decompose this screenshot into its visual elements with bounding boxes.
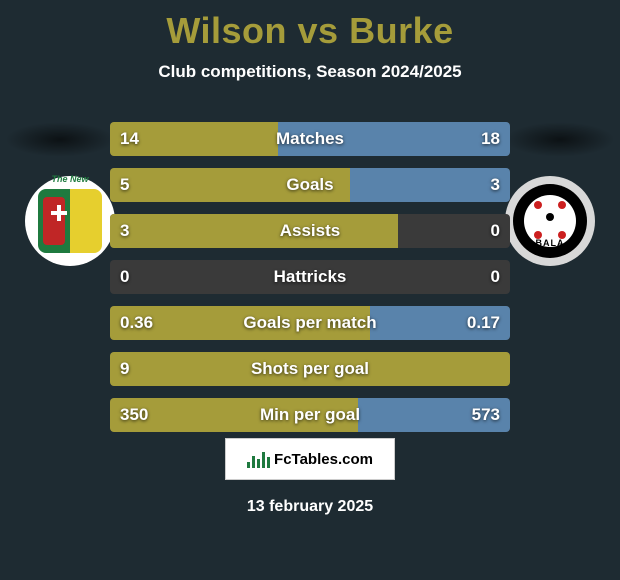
stat-fill-right: [350, 168, 510, 202]
stat-value-left: 14: [120, 122, 139, 156]
page-title: Wilson vs Burke: [0, 0, 620, 52]
badge-left-arc-text: The New: [25, 174, 115, 184]
stat-value-left: 350: [120, 398, 148, 432]
stats-container: 1418Matches53Goals30Assists00Hattricks0.…: [110, 122, 510, 444]
stat-value-left: 3: [120, 214, 129, 248]
stat-row: 9Shots per goal: [110, 352, 510, 386]
stat-value-left: 0: [120, 260, 129, 294]
stat-fill-right: [278, 122, 510, 156]
club-badge-left: The New: [25, 176, 115, 266]
stat-value-left: 0.36: [120, 306, 153, 340]
stat-row: 0 0Hattricks: [110, 260, 510, 294]
stat-value-right: 573: [472, 398, 500, 432]
player-shadow-right: [505, 122, 615, 157]
footer-logo: FcTables.com: [225, 438, 395, 480]
stat-value-right: 18: [481, 122, 500, 156]
stat-value-left: 9: [120, 352, 129, 386]
stat-value-right: 3: [491, 168, 500, 202]
stat-value-right: 0: [491, 260, 500, 294]
stat-value-left: 5: [120, 168, 129, 202]
stat-fill-left: [110, 352, 510, 386]
chart-icon: [247, 450, 270, 468]
stat-row: 0.360.17Goals per match: [110, 306, 510, 340]
club-badge-right: BALA: [505, 176, 595, 266]
footer-date: 13 february 2025: [0, 498, 620, 516]
page-subtitle: Club competitions, Season 2024/2025: [0, 62, 620, 82]
stat-value-right: 0.17: [467, 306, 500, 340]
badge-right-text: BALA: [524, 238, 576, 248]
stat-row: 53Goals: [110, 168, 510, 202]
stat-row: 1418Matches: [110, 122, 510, 156]
stat-label: Hattricks: [110, 260, 510, 294]
stat-fill-left: [110, 214, 398, 248]
stat-row: 350573Min per goal: [110, 398, 510, 432]
stat-fill-left: [110, 168, 350, 202]
stat-value-right: 0: [491, 214, 500, 248]
stat-row: 30Assists: [110, 214, 510, 248]
player-shadow-left: [5, 122, 115, 157]
footer-logo-text: FcTables.com: [274, 451, 373, 468]
